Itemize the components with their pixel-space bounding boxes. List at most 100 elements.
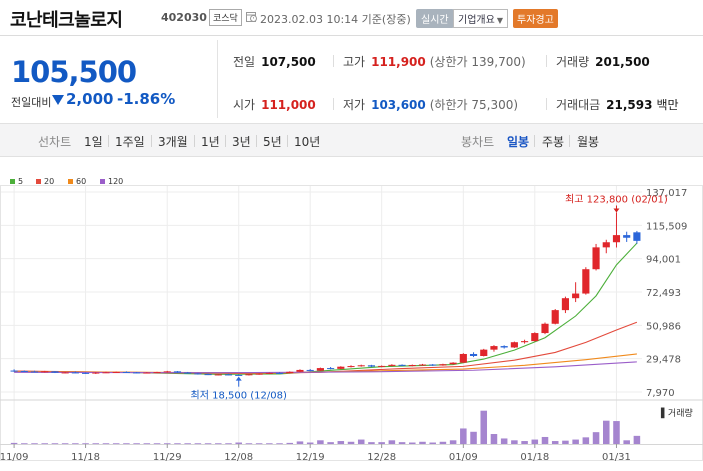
candle-body <box>306 369 314 371</box>
volume-bar <box>500 438 508 444</box>
stock-code: 402030 <box>161 11 207 24</box>
chart-tab-bar <box>0 123 703 157</box>
tab-candle-monthly[interactable]: 월봉 <box>577 135 600 149</box>
legend-ma20: 20 <box>36 177 54 186</box>
volume-bar <box>582 437 590 444</box>
candle-body <box>245 374 253 376</box>
volume-bar <box>460 428 467 444</box>
volume-bar <box>572 439 579 444</box>
volume-bar <box>327 442 334 444</box>
volume-bar <box>439 441 447 444</box>
candle-body <box>122 371 130 373</box>
volume-bar <box>204 443 212 445</box>
realtime-button[interactable]: 실시간 <box>416 9 454 28</box>
volume-bar <box>398 442 406 444</box>
stat-label: 저가 <box>343 98 366 112</box>
volume-bar <box>388 440 396 444</box>
tab-period-1w[interactable]: 1주일 <box>115 135 145 149</box>
volume-bar <box>112 443 120 445</box>
tab-period-10y[interactable]: 10년 <box>294 135 321 149</box>
candle-body <box>623 235 631 238</box>
volume-bar <box>153 443 161 445</box>
candle-body <box>531 333 539 342</box>
legend-label: 60 <box>76 177 87 186</box>
volume-bar <box>429 442 436 444</box>
volume-bar <box>511 440 518 444</box>
tab-candle-weekly[interactable]: 주봉 <box>542 135 565 149</box>
candle-body <box>224 374 233 376</box>
volume-bar <box>368 442 375 444</box>
tab-separator <box>287 135 288 147</box>
moving-average-lines <box>14 242 638 375</box>
stat-divider <box>333 98 334 110</box>
volume-bar <box>602 420 610 444</box>
stat-divider <box>333 55 334 67</box>
volume-bar <box>123 443 130 445</box>
volume-bar <box>409 442 416 444</box>
change-value: 2,000 <box>52 90 113 108</box>
candle-body <box>153 372 161 374</box>
volume-bar <box>184 443 191 445</box>
tab-period-1y[interactable]: 1년 <box>201 135 220 149</box>
calendar-clock-icon <box>246 12 257 22</box>
company-overview-button[interactable]: 기업개요 ▼ <box>453 9 508 28</box>
stat-sub: (상한가 139,700) <box>429 55 526 69</box>
volume-bar <box>10 442 18 444</box>
volume-bar <box>245 443 253 445</box>
candle-body <box>296 369 304 372</box>
tab-separator <box>151 135 152 147</box>
tab-period-3y[interactable]: 3년 <box>232 135 251 149</box>
volume-bar <box>490 434 498 444</box>
volume-bar <box>266 443 273 445</box>
tab-period-5y[interactable]: 5년 <box>263 135 282 149</box>
annotations: 최고 123,800 (02/01) 최저 18,500 (12/08) <box>191 193 668 401</box>
candle-body <box>541 323 549 334</box>
tab-period-1d[interactable]: 1일 <box>84 135 103 149</box>
candle-body <box>71 372 79 374</box>
candle-body <box>347 366 355 368</box>
volume-bar <box>133 443 140 445</box>
tab-period-3m[interactable]: 3개월 <box>158 135 188 149</box>
candle-body <box>10 370 18 372</box>
tab-separator <box>108 135 109 147</box>
volume-bars: ▌거래량 <box>10 407 693 445</box>
candle-body <box>429 364 437 366</box>
high-annotation: 최고 123,800 (02/01) <box>565 193 668 205</box>
candle-body <box>255 373 263 375</box>
candle-body <box>388 364 396 366</box>
legend-label: 5 <box>18 177 24 186</box>
summary-divider <box>217 40 218 118</box>
change-percent: -1.86% <box>117 90 176 108</box>
volume-bar <box>235 442 242 444</box>
volume-bar <box>592 432 600 444</box>
legend-label: 20 <box>44 177 55 186</box>
y-tick-label: 7,970 <box>646 388 675 399</box>
candle-body <box>30 371 39 373</box>
candle-body <box>490 346 498 350</box>
volume-bar <box>306 442 314 444</box>
price-chart[interactable]: ▌거래량 137,017 115,509 94,001 72,493 50,986 29,… <box>0 185 703 471</box>
header-divider <box>0 35 703 36</box>
investment-warning-badge: 투자경고 <box>513 9 558 28</box>
candle-body <box>612 235 621 243</box>
candle-body <box>112 371 120 373</box>
stat-label: 시가 <box>233 98 256 112</box>
candle-body <box>469 353 478 356</box>
x-tick-label: 12/28 <box>367 452 396 463</box>
legend-ma120: 120 <box>100 177 123 186</box>
stat-value: 103,600 <box>371 98 426 112</box>
tab-candle-daily[interactable]: 일봉 <box>507 135 530 149</box>
volume-bar <box>286 442 294 444</box>
candle-body <box>235 374 243 376</box>
candle-body <box>133 372 141 374</box>
x-tick-label: 12/19 <box>296 452 325 463</box>
candle-body <box>316 368 324 371</box>
candle-body <box>337 366 345 369</box>
volume-bar <box>163 443 171 445</box>
volume-bar <box>92 443 100 445</box>
x-tick-label: 11/29 <box>153 452 182 463</box>
x-tick-label: 12/08 <box>224 452 253 463</box>
stat-volume: 거래량 201,500 <box>556 53 650 70</box>
volume-bar <box>225 443 232 445</box>
candle-body <box>204 374 212 376</box>
